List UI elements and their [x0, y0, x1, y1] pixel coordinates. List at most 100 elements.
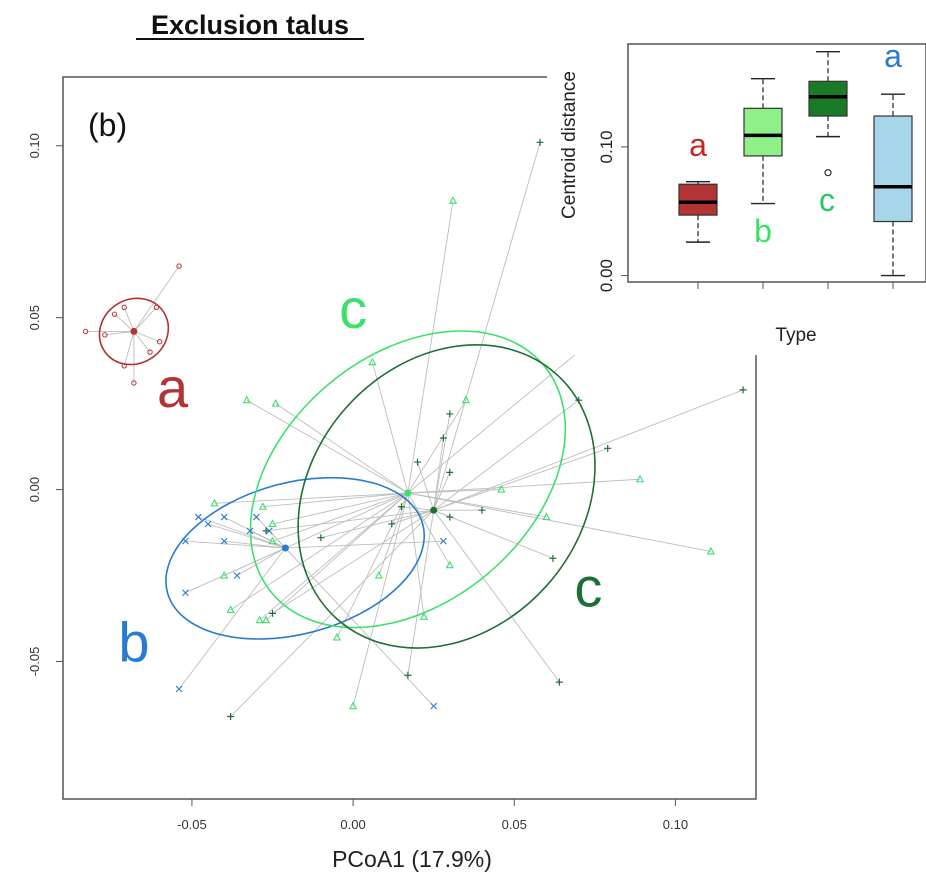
inset-y-axis-label: Centroid distance [559, 71, 580, 219]
data-point [542, 512, 551, 521]
data-point [182, 537, 189, 545]
centroid-spoke [230, 492, 409, 611]
data-point [268, 519, 277, 528]
inset-y-tick-label: 0.00 [597, 259, 616, 292]
group-letter-label: b [118, 610, 149, 673]
data-point [604, 444, 612, 452]
y-tick-label: 0.05 [27, 305, 42, 330]
centroid-spoke [433, 509, 560, 683]
data-point [317, 534, 325, 542]
data-point [419, 612, 429, 620]
centroid-spoke [266, 509, 434, 532]
inset-group-letter: c [819, 182, 835, 218]
data-point [739, 386, 747, 394]
data-point [220, 537, 228, 545]
data-point [269, 609, 277, 617]
centroid-spoke [285, 540, 444, 549]
data-point [575, 396, 583, 404]
centroid-spoke [104, 330, 134, 336]
data-point [156, 339, 163, 345]
data-point [430, 702, 438, 710]
dispersion-ellipse [249, 330, 567, 629]
centroid-spoke [433, 399, 579, 511]
centroid-spoke [133, 331, 160, 343]
data-point [446, 410, 454, 418]
data-point [82, 328, 89, 335]
centroid-spoke [236, 547, 286, 576]
data-point [374, 570, 383, 579]
centroid-spoke [178, 547, 286, 690]
data-point [147, 349, 153, 355]
group-centroid [430, 506, 438, 514]
group-centroid [130, 327, 138, 335]
inset-background [547, 0, 926, 355]
centroid-spoke [407, 492, 711, 552]
data-point [368, 357, 377, 366]
panel-label: (b) [88, 107, 127, 143]
centroid-spoke [259, 492, 409, 621]
data-point [461, 395, 471, 404]
centroid-spoke [133, 265, 180, 332]
data-point [271, 398, 280, 407]
centroid-spoke [336, 492, 409, 638]
centroid-spoke [214, 492, 408, 504]
group-centroid [404, 489, 412, 497]
centroid-spoke [114, 313, 135, 332]
data-point [220, 570, 229, 579]
data-point [261, 615, 271, 624]
centroid-spoke [275, 403, 409, 494]
data-point [246, 527, 254, 535]
x-tick-label: -0.05 [177, 817, 207, 832]
data-point [204, 520, 212, 528]
data-point [121, 304, 127, 311]
data-point [388, 520, 396, 528]
dispersion-ellipse [98, 297, 170, 366]
centroid-spoke [272, 492, 408, 525]
data-point [226, 605, 235, 613]
inset-y-tick-label: 0.10 [597, 130, 616, 163]
centroid-spoke [407, 399, 467, 494]
data-point [497, 484, 506, 493]
data-point [258, 502, 267, 510]
data-point [255, 615, 264, 624]
centroid-spoke [265, 492, 409, 621]
data-point [439, 537, 447, 545]
data-point [397, 503, 405, 511]
data-point [635, 474, 645, 483]
data-point [242, 395, 251, 404]
data-point [445, 560, 454, 569]
centroid-spoke [272, 492, 409, 542]
centroid-spoke [123, 307, 135, 332]
data-point [111, 311, 118, 317]
data-point [706, 546, 715, 555]
data-point [262, 527, 270, 535]
data-point [404, 671, 412, 679]
data-point [210, 498, 219, 507]
data-point [131, 380, 137, 386]
inset-group-letter: b [754, 213, 772, 249]
centroid-spoke [262, 492, 408, 508]
data-point [448, 196, 458, 204]
centroid-spoke [433, 472, 451, 511]
centroid-spoke [417, 461, 435, 511]
x-axis-label: PCoA1 (17.9%) [332, 846, 492, 872]
box-iqr [808, 80, 848, 117]
centroid-spoke [198, 516, 286, 549]
data-point [102, 332, 108, 338]
data-point [194, 513, 202, 521]
data-point [268, 536, 277, 545]
centroid-spoke [433, 509, 554, 559]
centroid-spoke [249, 530, 286, 549]
centroid-spoke [407, 478, 640, 494]
group-letter-label: a [157, 356, 189, 419]
data-point [220, 513, 228, 521]
group-letter-label: c [339, 277, 367, 340]
data-point [253, 513, 260, 521]
centroid-spoke [433, 447, 608, 511]
centroid-spoke [185, 540, 286, 549]
centroid-spoke [272, 509, 434, 614]
centroid-spoke [407, 492, 451, 566]
box-outlier [824, 169, 832, 177]
y-tick-label: -0.05 [27, 647, 42, 677]
data-point [175, 685, 183, 693]
